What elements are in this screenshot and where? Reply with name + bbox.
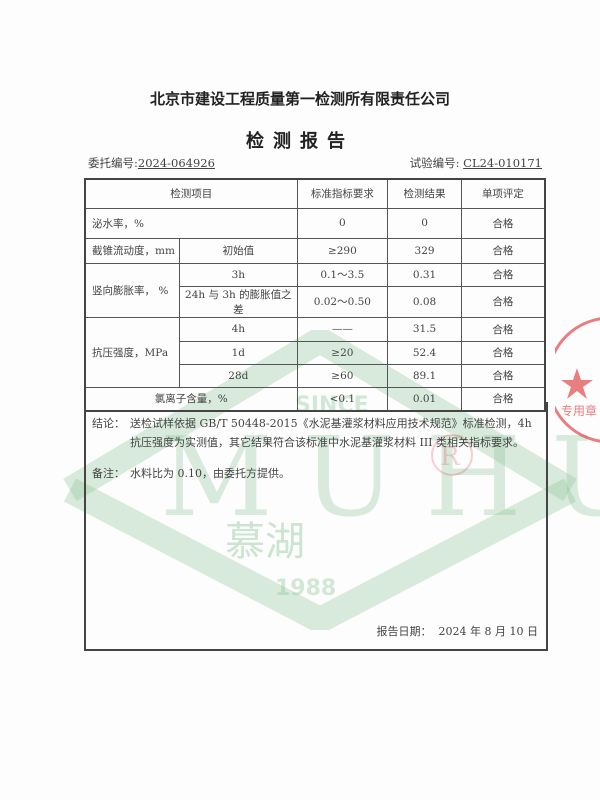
remark-label: 备注：	[92, 467, 125, 480]
col-result: 检测结果	[387, 178, 462, 209]
test-number: 试验编号: CL24-010171	[410, 155, 542, 171]
watermark-cn: 慕湖	[225, 519, 305, 565]
table-row: 24h 与 3h 的膨胀值之差 0.02～0.50 0.08 合格	[85, 285, 546, 318]
commission-number: 委托编号:2024-064926	[88, 155, 215, 171]
conclusion-box: 结论： 送检试样依据 GB/T 50448-2015《水泥基灌浆材料应用技术规范…	[84, 402, 548, 651]
sub-item: 初始值	[179, 237, 298, 264]
table-header: 检测项目 标准指标要求 检测结果 单项评定	[84, 178, 546, 209]
result: 0	[387, 207, 462, 239]
col-standard: 标准指标要求	[296, 178, 389, 209]
report-title: 检测报告	[246, 131, 354, 152]
sub-item: 24h 与 3h 的膨胀值之差	[179, 285, 298, 318]
test-value: CL24-010171	[463, 156, 542, 170]
item: 氯离子含量，%	[84, 386, 298, 412]
item: 泌水率，%	[84, 207, 298, 239]
company-name: 北京市建设工程质量第一检测所有限责任公司	[149, 90, 450, 108]
results-table: 检测项目 标准指标要求 检测结果 单项评定 泌水率，% 0 0 合格 截锥流动度…	[84, 178, 546, 412]
standard: 0.02～0.50	[296, 285, 389, 318]
verdict: 合格	[460, 237, 546, 264]
verdict: 合格	[460, 262, 546, 287]
test-label: 试验编号:	[409, 156, 460, 170]
result: 0.31	[387, 262, 462, 287]
result: 0.01	[387, 386, 462, 412]
result: 89.1	[387, 363, 462, 388]
verdict: 合格	[460, 316, 546, 342]
remark-text: 水料比为 0.10，由委托方提供。	[130, 467, 290, 480]
standard: 0.1～3.5	[296, 262, 389, 287]
item: 抗压强度，MPa	[84, 316, 181, 388]
verdict: 合格	[460, 285, 546, 318]
col-verdict: 单项评定	[460, 178, 546, 209]
sub-item: 4h	[179, 316, 298, 342]
conclusion-label: 结论：	[92, 417, 125, 430]
item: 截锥流动度，mm	[84, 237, 181, 264]
standard: 0	[296, 207, 389, 239]
watermark-year: 1988	[275, 576, 336, 601]
red-stamp: 专用章	[555, 317, 600, 443]
stamp-text: 专用章	[561, 403, 597, 418]
result: 31.5	[387, 316, 462, 342]
sub-item: 3h	[179, 262, 298, 287]
sub-item: 1d	[179, 340, 298, 365]
col-item: 检测项目	[84, 178, 298, 209]
table-row: 氯离子含量，% <0.1 0.01 合格	[84, 386, 546, 412]
conclusion-line-1: 送检试样依据 GB/T 50448-2015《水泥基灌浆材料应用技术规范》标准检…	[130, 417, 532, 430]
table-row: 截锥流动度，mm 初始值 ≥290 329 合格	[84, 237, 546, 264]
standard: ≥20	[296, 340, 389, 365]
standard: ——	[296, 316, 389, 342]
muhu-watermark: SINCE 慕湖 1988 MUHU R	[63, 330, 600, 630]
standard: ≥290	[296, 237, 389, 264]
result: 0.08	[387, 285, 462, 318]
result: 52.4	[387, 340, 462, 365]
commission-value: 2024-064926	[137, 156, 215, 170]
verdict: 合格	[460, 340, 546, 365]
conclusion-line-2: 抗压强度为实测值，其它结果符合该标准中水泥基灌浆材料 III 类相关指标要求。	[130, 436, 525, 449]
registered-mark: R	[440, 442, 461, 472]
sub-item: 28d	[179, 363, 298, 388]
commission-label: 委托编号:	[88, 156, 138, 170]
verdict: 合格	[460, 386, 546, 412]
standard: <0.1	[296, 386, 389, 412]
standard: ≥60	[296, 363, 389, 388]
report-date: 报告日期： 2024 年 8 月 10 日	[376, 625, 538, 638]
table-row: 竖向膨胀率， % 3h 0.1～3.5 0.31 合格	[84, 262, 546, 318]
item: 竖向膨胀率， %	[84, 262, 181, 318]
table-row: 抗压强度，MPa 4h —— 31.5 合格	[84, 316, 546, 388]
watermark-letters: MUHU	[160, 413, 600, 541]
table-row: 泌水率，% 0 0 合格	[84, 207, 546, 239]
verdict: 合格	[460, 363, 546, 388]
verdict: 合格	[460, 207, 546, 239]
result: 329	[387, 237, 462, 264]
